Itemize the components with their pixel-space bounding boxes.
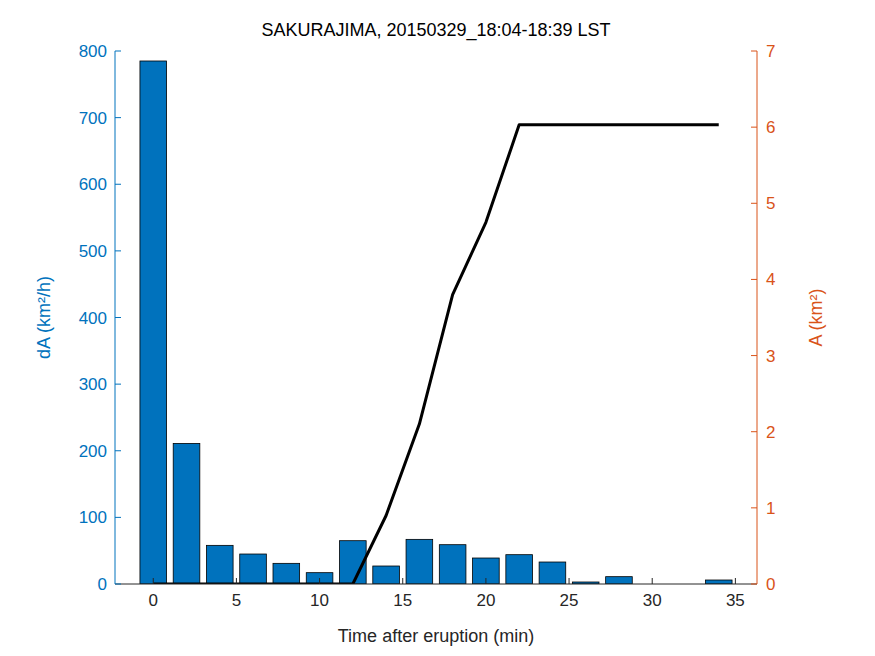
bar bbox=[140, 61, 167, 584]
x-tick-label: 30 bbox=[643, 591, 662, 610]
x-axis-label: Time after eruption (min) bbox=[338, 626, 534, 646]
x-tick-label: 20 bbox=[476, 591, 495, 610]
x-tick bbox=[236, 578, 237, 584]
y2-tick-label: 7 bbox=[766, 42, 775, 61]
y-tick-label: 200 bbox=[79, 442, 107, 461]
y2-tick-label: 3 bbox=[766, 347, 775, 366]
x-tick bbox=[569, 578, 570, 584]
x-tick-label: 10 bbox=[310, 591, 329, 610]
line bbox=[153, 125, 718, 584]
bar bbox=[705, 580, 732, 584]
chart: 0510152025303501002003004005006007008000… bbox=[0, 0, 875, 656]
bar bbox=[439, 545, 466, 584]
y-tick bbox=[115, 317, 121, 318]
bar bbox=[473, 558, 500, 584]
y-tick-label: 800 bbox=[79, 42, 107, 61]
y2-tick bbox=[751, 127, 757, 128]
y2-tick-label: 5 bbox=[766, 194, 775, 213]
bar bbox=[240, 554, 267, 584]
y2-tick-label: 4 bbox=[766, 270, 775, 289]
y2-tick bbox=[751, 279, 757, 280]
y2-axis bbox=[757, 51, 758, 584]
y2-tick bbox=[751, 431, 757, 432]
y-tick-label: 400 bbox=[79, 309, 107, 328]
x-axis bbox=[115, 584, 757, 585]
y2-tick-label: 2 bbox=[766, 423, 775, 442]
y-tick bbox=[115, 517, 121, 518]
y-axis-label: dA (km²/h) bbox=[34, 276, 54, 359]
x-tick-label: 0 bbox=[149, 591, 158, 610]
y-tick-label: 600 bbox=[79, 175, 107, 194]
y-tick-label: 700 bbox=[79, 109, 107, 128]
bar bbox=[373, 566, 400, 584]
y-tick bbox=[115, 250, 121, 251]
y2-axis-label: A (km²) bbox=[806, 289, 826, 347]
x-tick-label: 35 bbox=[726, 591, 745, 610]
y-tick-label: 0 bbox=[98, 575, 107, 594]
y2-tick-label: 1 bbox=[766, 499, 775, 518]
x-tick bbox=[153, 578, 154, 584]
x-tick bbox=[735, 578, 736, 584]
y-tick-label: 100 bbox=[79, 508, 107, 527]
y2-tick-label: 6 bbox=[766, 118, 775, 137]
y-tick bbox=[115, 184, 121, 185]
bar bbox=[406, 539, 433, 584]
bar bbox=[173, 443, 200, 584]
x-tick-label: 25 bbox=[560, 591, 579, 610]
x-tick-label: 5 bbox=[232, 591, 241, 610]
y2-tick bbox=[751, 507, 757, 508]
x-tick bbox=[652, 578, 653, 584]
y2-tick bbox=[751, 355, 757, 356]
title: SAKURAJIMA, 20150329_18:04-18:39 LST bbox=[261, 20, 610, 41]
y2-tick-label: 0 bbox=[766, 575, 775, 594]
y-tick-label: 300 bbox=[79, 375, 107, 394]
x-tick bbox=[485, 578, 486, 584]
y2-tick bbox=[751, 203, 757, 204]
bar bbox=[273, 563, 300, 584]
y-tick bbox=[115, 584, 121, 585]
y2-tick bbox=[751, 584, 757, 585]
y2-tick bbox=[751, 51, 757, 52]
x-tick-label: 15 bbox=[393, 591, 412, 610]
y-tick bbox=[115, 450, 121, 451]
y-tick bbox=[115, 51, 121, 52]
plot-marks bbox=[140, 61, 732, 584]
bar bbox=[306, 573, 333, 584]
y-tick bbox=[115, 384, 121, 385]
bar bbox=[506, 555, 533, 584]
bar bbox=[206, 545, 233, 584]
x-tick bbox=[402, 578, 403, 584]
bar bbox=[606, 577, 633, 584]
y-tick-label: 500 bbox=[79, 242, 107, 261]
bar bbox=[539, 562, 566, 584]
x-tick bbox=[319, 578, 320, 584]
background bbox=[0, 0, 875, 656]
y-tick bbox=[115, 117, 121, 118]
